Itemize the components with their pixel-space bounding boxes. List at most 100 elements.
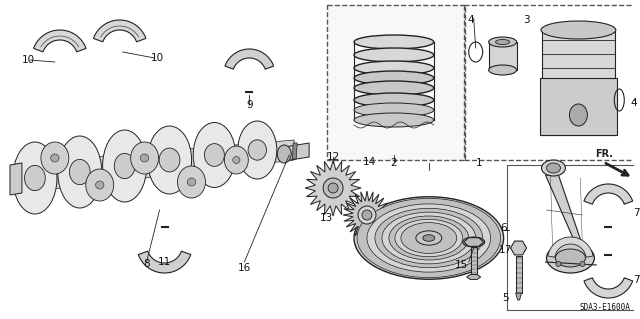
Text: 17: 17 xyxy=(499,245,512,255)
Polygon shape xyxy=(540,78,618,135)
Ellipse shape xyxy=(159,148,180,172)
Text: 7: 7 xyxy=(633,275,639,285)
Ellipse shape xyxy=(115,153,135,179)
Ellipse shape xyxy=(541,160,565,176)
Polygon shape xyxy=(138,251,191,273)
Ellipse shape xyxy=(354,113,434,127)
Polygon shape xyxy=(343,191,391,239)
Ellipse shape xyxy=(463,237,484,247)
Text: 1: 1 xyxy=(476,158,482,168)
Polygon shape xyxy=(584,184,633,204)
Ellipse shape xyxy=(354,81,434,95)
Text: 13: 13 xyxy=(319,213,333,223)
Ellipse shape xyxy=(395,219,463,257)
Ellipse shape xyxy=(323,178,343,198)
Ellipse shape xyxy=(24,165,45,190)
Polygon shape xyxy=(22,140,294,193)
Ellipse shape xyxy=(233,157,240,164)
Text: FR.: FR. xyxy=(595,149,613,159)
Ellipse shape xyxy=(489,37,516,47)
Polygon shape xyxy=(584,278,633,298)
Text: 2: 2 xyxy=(390,158,397,168)
Polygon shape xyxy=(545,175,584,248)
Ellipse shape xyxy=(367,204,491,272)
Ellipse shape xyxy=(86,169,114,201)
Text: 9: 9 xyxy=(246,100,253,110)
Ellipse shape xyxy=(95,181,104,189)
Polygon shape xyxy=(548,237,593,257)
Text: 14: 14 xyxy=(362,157,376,167)
Ellipse shape xyxy=(401,223,457,253)
Ellipse shape xyxy=(547,243,595,273)
Ellipse shape xyxy=(354,197,504,279)
Polygon shape xyxy=(284,143,309,161)
Text: 5: 5 xyxy=(502,293,509,303)
Ellipse shape xyxy=(69,160,90,185)
Ellipse shape xyxy=(570,104,588,126)
Ellipse shape xyxy=(382,212,476,264)
Polygon shape xyxy=(541,30,615,135)
Text: 10: 10 xyxy=(151,53,164,63)
Ellipse shape xyxy=(188,178,196,186)
Ellipse shape xyxy=(140,154,148,162)
Ellipse shape xyxy=(193,122,236,188)
Polygon shape xyxy=(93,20,146,42)
Ellipse shape xyxy=(238,121,276,179)
Polygon shape xyxy=(225,49,274,69)
Ellipse shape xyxy=(177,166,205,198)
Ellipse shape xyxy=(354,93,434,107)
Ellipse shape xyxy=(131,142,159,174)
Polygon shape xyxy=(464,238,484,246)
Ellipse shape xyxy=(556,262,561,266)
Ellipse shape xyxy=(541,21,616,39)
Ellipse shape xyxy=(225,146,248,174)
Polygon shape xyxy=(516,293,522,300)
Text: 3: 3 xyxy=(524,15,530,25)
Polygon shape xyxy=(305,160,361,216)
Ellipse shape xyxy=(41,142,69,174)
Polygon shape xyxy=(511,241,527,255)
Text: SDA3-E1600A: SDA3-E1600A xyxy=(579,303,630,312)
Text: 11: 11 xyxy=(158,257,171,267)
Text: 15: 15 xyxy=(455,260,468,270)
Polygon shape xyxy=(292,143,297,159)
Ellipse shape xyxy=(423,235,435,241)
Text: 6: 6 xyxy=(500,223,507,233)
Ellipse shape xyxy=(328,183,338,193)
Bar xyxy=(327,5,465,160)
Ellipse shape xyxy=(51,154,59,162)
Ellipse shape xyxy=(358,206,376,224)
Ellipse shape xyxy=(362,210,372,220)
Ellipse shape xyxy=(556,249,586,267)
Ellipse shape xyxy=(354,35,434,49)
Ellipse shape xyxy=(13,142,57,214)
Ellipse shape xyxy=(102,130,147,202)
Polygon shape xyxy=(467,275,481,279)
Ellipse shape xyxy=(547,163,561,173)
Polygon shape xyxy=(489,42,516,70)
Polygon shape xyxy=(10,163,22,195)
Ellipse shape xyxy=(375,208,483,268)
Ellipse shape xyxy=(495,40,509,44)
Text: 12: 12 xyxy=(326,152,340,162)
Text: 4: 4 xyxy=(630,98,637,108)
Ellipse shape xyxy=(354,48,434,62)
Ellipse shape xyxy=(204,144,225,167)
Ellipse shape xyxy=(489,65,516,75)
Text: 7: 7 xyxy=(633,208,639,218)
Ellipse shape xyxy=(580,262,585,266)
Polygon shape xyxy=(470,247,477,277)
Polygon shape xyxy=(33,30,86,52)
Polygon shape xyxy=(516,256,522,293)
Ellipse shape xyxy=(277,145,291,163)
Ellipse shape xyxy=(147,126,191,194)
Text: 4: 4 xyxy=(467,15,474,25)
Ellipse shape xyxy=(354,103,434,117)
Ellipse shape xyxy=(416,231,442,245)
Ellipse shape xyxy=(354,71,434,85)
Ellipse shape xyxy=(248,140,266,160)
Ellipse shape xyxy=(357,198,500,278)
Ellipse shape xyxy=(354,61,434,75)
Text: 8: 8 xyxy=(143,259,150,269)
Ellipse shape xyxy=(389,216,468,260)
